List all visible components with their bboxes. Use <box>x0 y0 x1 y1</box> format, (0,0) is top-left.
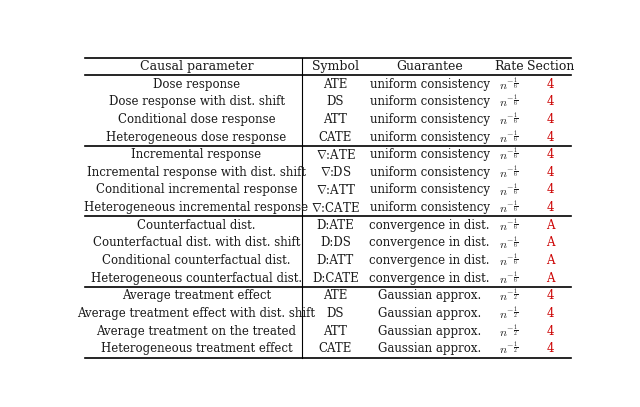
Text: uniform consistency: uniform consistency <box>370 184 490 197</box>
Text: convergence in dist.: convergence in dist. <box>369 219 490 232</box>
Text: uniform consistency: uniform consistency <box>370 113 490 126</box>
Text: 4: 4 <box>547 184 554 197</box>
Text: $\nabla$:DS: $\nabla$:DS <box>320 165 351 179</box>
Text: 4: 4 <box>547 78 554 91</box>
Text: 4: 4 <box>547 307 554 320</box>
Text: convergence in dist.: convergence in dist. <box>369 254 490 267</box>
Text: $\nabla$:ATE: $\nabla$:ATE <box>316 148 355 162</box>
Text: $n^{-\frac{1}{6}}$: $n^{-\frac{1}{6}}$ <box>499 234 518 252</box>
Text: 4: 4 <box>547 342 554 355</box>
Text: Gaussian approx.: Gaussian approx. <box>378 289 481 302</box>
Text: D:ATT: D:ATT <box>317 254 354 267</box>
Text: $n^{-\frac{1}{6}}$: $n^{-\frac{1}{6}}$ <box>499 217 518 234</box>
Text: convergence in dist.: convergence in dist. <box>369 236 490 249</box>
Text: ATE: ATE <box>323 289 348 302</box>
Text: $n^{-\frac{1}{6}}$: $n^{-\frac{1}{6}}$ <box>499 128 518 146</box>
Text: convergence in dist.: convergence in dist. <box>369 271 490 284</box>
Text: $n^{-\frac{1}{6}}$: $n^{-\frac{1}{6}}$ <box>499 146 518 163</box>
Text: $n^{-\frac{1}{6}}$: $n^{-\frac{1}{6}}$ <box>499 93 518 110</box>
Text: Conditional counterfactual dist.: Conditional counterfactual dist. <box>102 254 291 267</box>
Text: Incremental response with dist. shift: Incremental response with dist. shift <box>87 166 306 179</box>
Text: Counterfactual dist.: Counterfactual dist. <box>138 219 256 232</box>
Text: $n^{-\frac{1}{2}}$: $n^{-\frac{1}{2}}$ <box>499 322 518 340</box>
Text: CATE: CATE <box>319 131 352 144</box>
Text: 4: 4 <box>547 113 554 126</box>
Text: Average treatment effect with dist. shift: Average treatment effect with dist. shif… <box>77 307 316 320</box>
Text: D:CATE: D:CATE <box>312 271 359 284</box>
Text: $n^{-\frac{1}{6}}$: $n^{-\frac{1}{6}}$ <box>499 181 518 199</box>
Text: ATT: ATT <box>323 113 348 126</box>
Text: 4: 4 <box>547 289 554 302</box>
Text: uniform consistency: uniform consistency <box>370 131 490 144</box>
Text: Average treatment on the treated: Average treatment on the treated <box>97 324 296 337</box>
Text: uniform consistency: uniform consistency <box>370 78 490 91</box>
Text: 4: 4 <box>547 148 554 161</box>
Text: $\nabla$:ATT: $\nabla$:ATT <box>316 183 355 197</box>
Text: D:ATE: D:ATE <box>317 219 355 232</box>
Text: DS: DS <box>326 95 344 108</box>
Text: $n^{-\frac{1}{6}}$: $n^{-\frac{1}{6}}$ <box>499 75 518 93</box>
Text: Dose response with dist. shift: Dose response with dist. shift <box>109 95 285 108</box>
Text: A: A <box>546 236 554 249</box>
Text: Heterogeneous dose response: Heterogeneous dose response <box>106 131 287 144</box>
Text: $\nabla$:CATE: $\nabla$:CATE <box>311 201 360 214</box>
Text: DS: DS <box>326 307 344 320</box>
Text: $n^{-\frac{1}{6}}$: $n^{-\frac{1}{6}}$ <box>499 199 518 216</box>
Text: uniform consistency: uniform consistency <box>370 201 490 214</box>
Text: $n^{-\frac{1}{2}}$: $n^{-\frac{1}{2}}$ <box>499 287 518 304</box>
Text: uniform consistency: uniform consistency <box>370 95 490 108</box>
Text: Conditional incremental response: Conditional incremental response <box>96 184 298 197</box>
Text: Heterogeneous treatment effect: Heterogeneous treatment effect <box>100 342 292 355</box>
Text: Gaussian approx.: Gaussian approx. <box>378 307 481 320</box>
Text: CATE: CATE <box>319 342 352 355</box>
Text: ATE: ATE <box>323 78 348 91</box>
Text: D:DS: D:DS <box>320 236 351 249</box>
Text: uniform consistency: uniform consistency <box>370 166 490 179</box>
Text: 4: 4 <box>547 201 554 214</box>
Text: Dose response: Dose response <box>153 78 240 91</box>
Text: 4: 4 <box>547 131 554 144</box>
Text: A: A <box>546 254 554 267</box>
Text: 4: 4 <box>547 166 554 179</box>
Text: Section: Section <box>527 60 574 73</box>
Text: 4: 4 <box>547 324 554 337</box>
Text: Average treatment effect: Average treatment effect <box>122 289 271 302</box>
Text: Guarantee: Guarantee <box>396 60 463 73</box>
Text: Incremental response: Incremental response <box>131 148 262 161</box>
Text: Symbol: Symbol <box>312 60 359 73</box>
Text: Heterogeneous incremental response: Heterogeneous incremental response <box>84 201 308 214</box>
Text: $n^{-\frac{1}{2}}$: $n^{-\frac{1}{2}}$ <box>499 340 518 357</box>
Text: $n^{-\frac{1}{2}}$: $n^{-\frac{1}{2}}$ <box>499 305 518 322</box>
Text: A: A <box>546 219 554 232</box>
Text: Heterogeneous counterfactual dist.: Heterogeneous counterfactual dist. <box>91 271 302 284</box>
Text: Gaussian approx.: Gaussian approx. <box>378 324 481 337</box>
Text: Conditional dose response: Conditional dose response <box>118 113 275 126</box>
Text: A: A <box>546 271 554 284</box>
Text: $n^{-\frac{1}{6}}$: $n^{-\frac{1}{6}}$ <box>499 269 518 287</box>
Text: Rate: Rate <box>494 60 524 73</box>
Text: Causal parameter: Causal parameter <box>140 60 253 73</box>
Text: $n^{-\frac{1}{6}}$: $n^{-\frac{1}{6}}$ <box>499 252 518 269</box>
Text: ATT: ATT <box>323 324 348 337</box>
Text: $n^{-\frac{1}{6}}$: $n^{-\frac{1}{6}}$ <box>499 164 518 181</box>
Text: 4: 4 <box>547 95 554 108</box>
Text: Counterfactual dist. with dist. shift: Counterfactual dist. with dist. shift <box>93 236 300 249</box>
Text: Gaussian approx.: Gaussian approx. <box>378 342 481 355</box>
Text: $n^{-\frac{1}{6}}$: $n^{-\frac{1}{6}}$ <box>499 111 518 128</box>
Text: uniform consistency: uniform consistency <box>370 148 490 161</box>
